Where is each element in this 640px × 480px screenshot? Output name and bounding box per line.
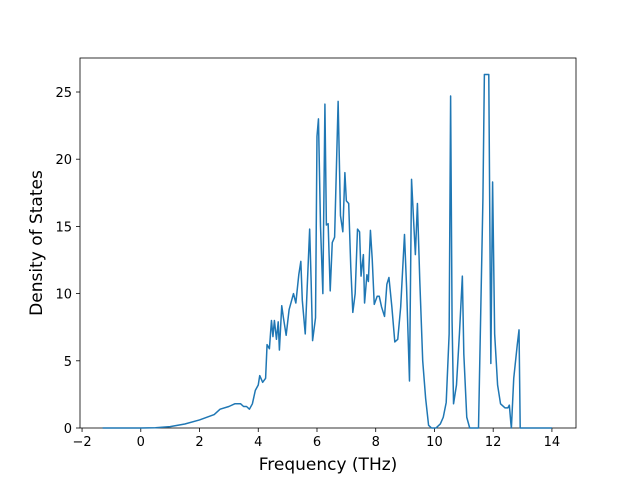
x-tick-label: −2 <box>72 435 91 450</box>
y-tick-label: 0 <box>64 422 72 437</box>
y-tick-label: 15 <box>55 220 72 235</box>
y-axis-label: Density of States <box>27 170 47 316</box>
x-axis-label: Frequency (THz) <box>259 455 398 475</box>
x-tick-label: 4 <box>254 435 262 450</box>
y-tick-label: 20 <box>55 153 72 168</box>
x-tick-label: 2 <box>195 435 203 450</box>
x-tick-label: 10 <box>426 435 443 450</box>
y-tick-label: 10 <box>55 288 72 303</box>
y-tick-label: 25 <box>55 86 72 101</box>
x-tick-label: 8 <box>372 435 380 450</box>
x-tick-label: 14 <box>544 435 561 450</box>
y-tick-label: 5 <box>64 355 72 370</box>
x-tick-label: 6 <box>313 435 321 450</box>
x-tick-label: 0 <box>137 435 145 450</box>
dos-line <box>102 73 552 429</box>
plot-frame <box>79 57 577 429</box>
x-tick-label: 12 <box>485 435 502 450</box>
